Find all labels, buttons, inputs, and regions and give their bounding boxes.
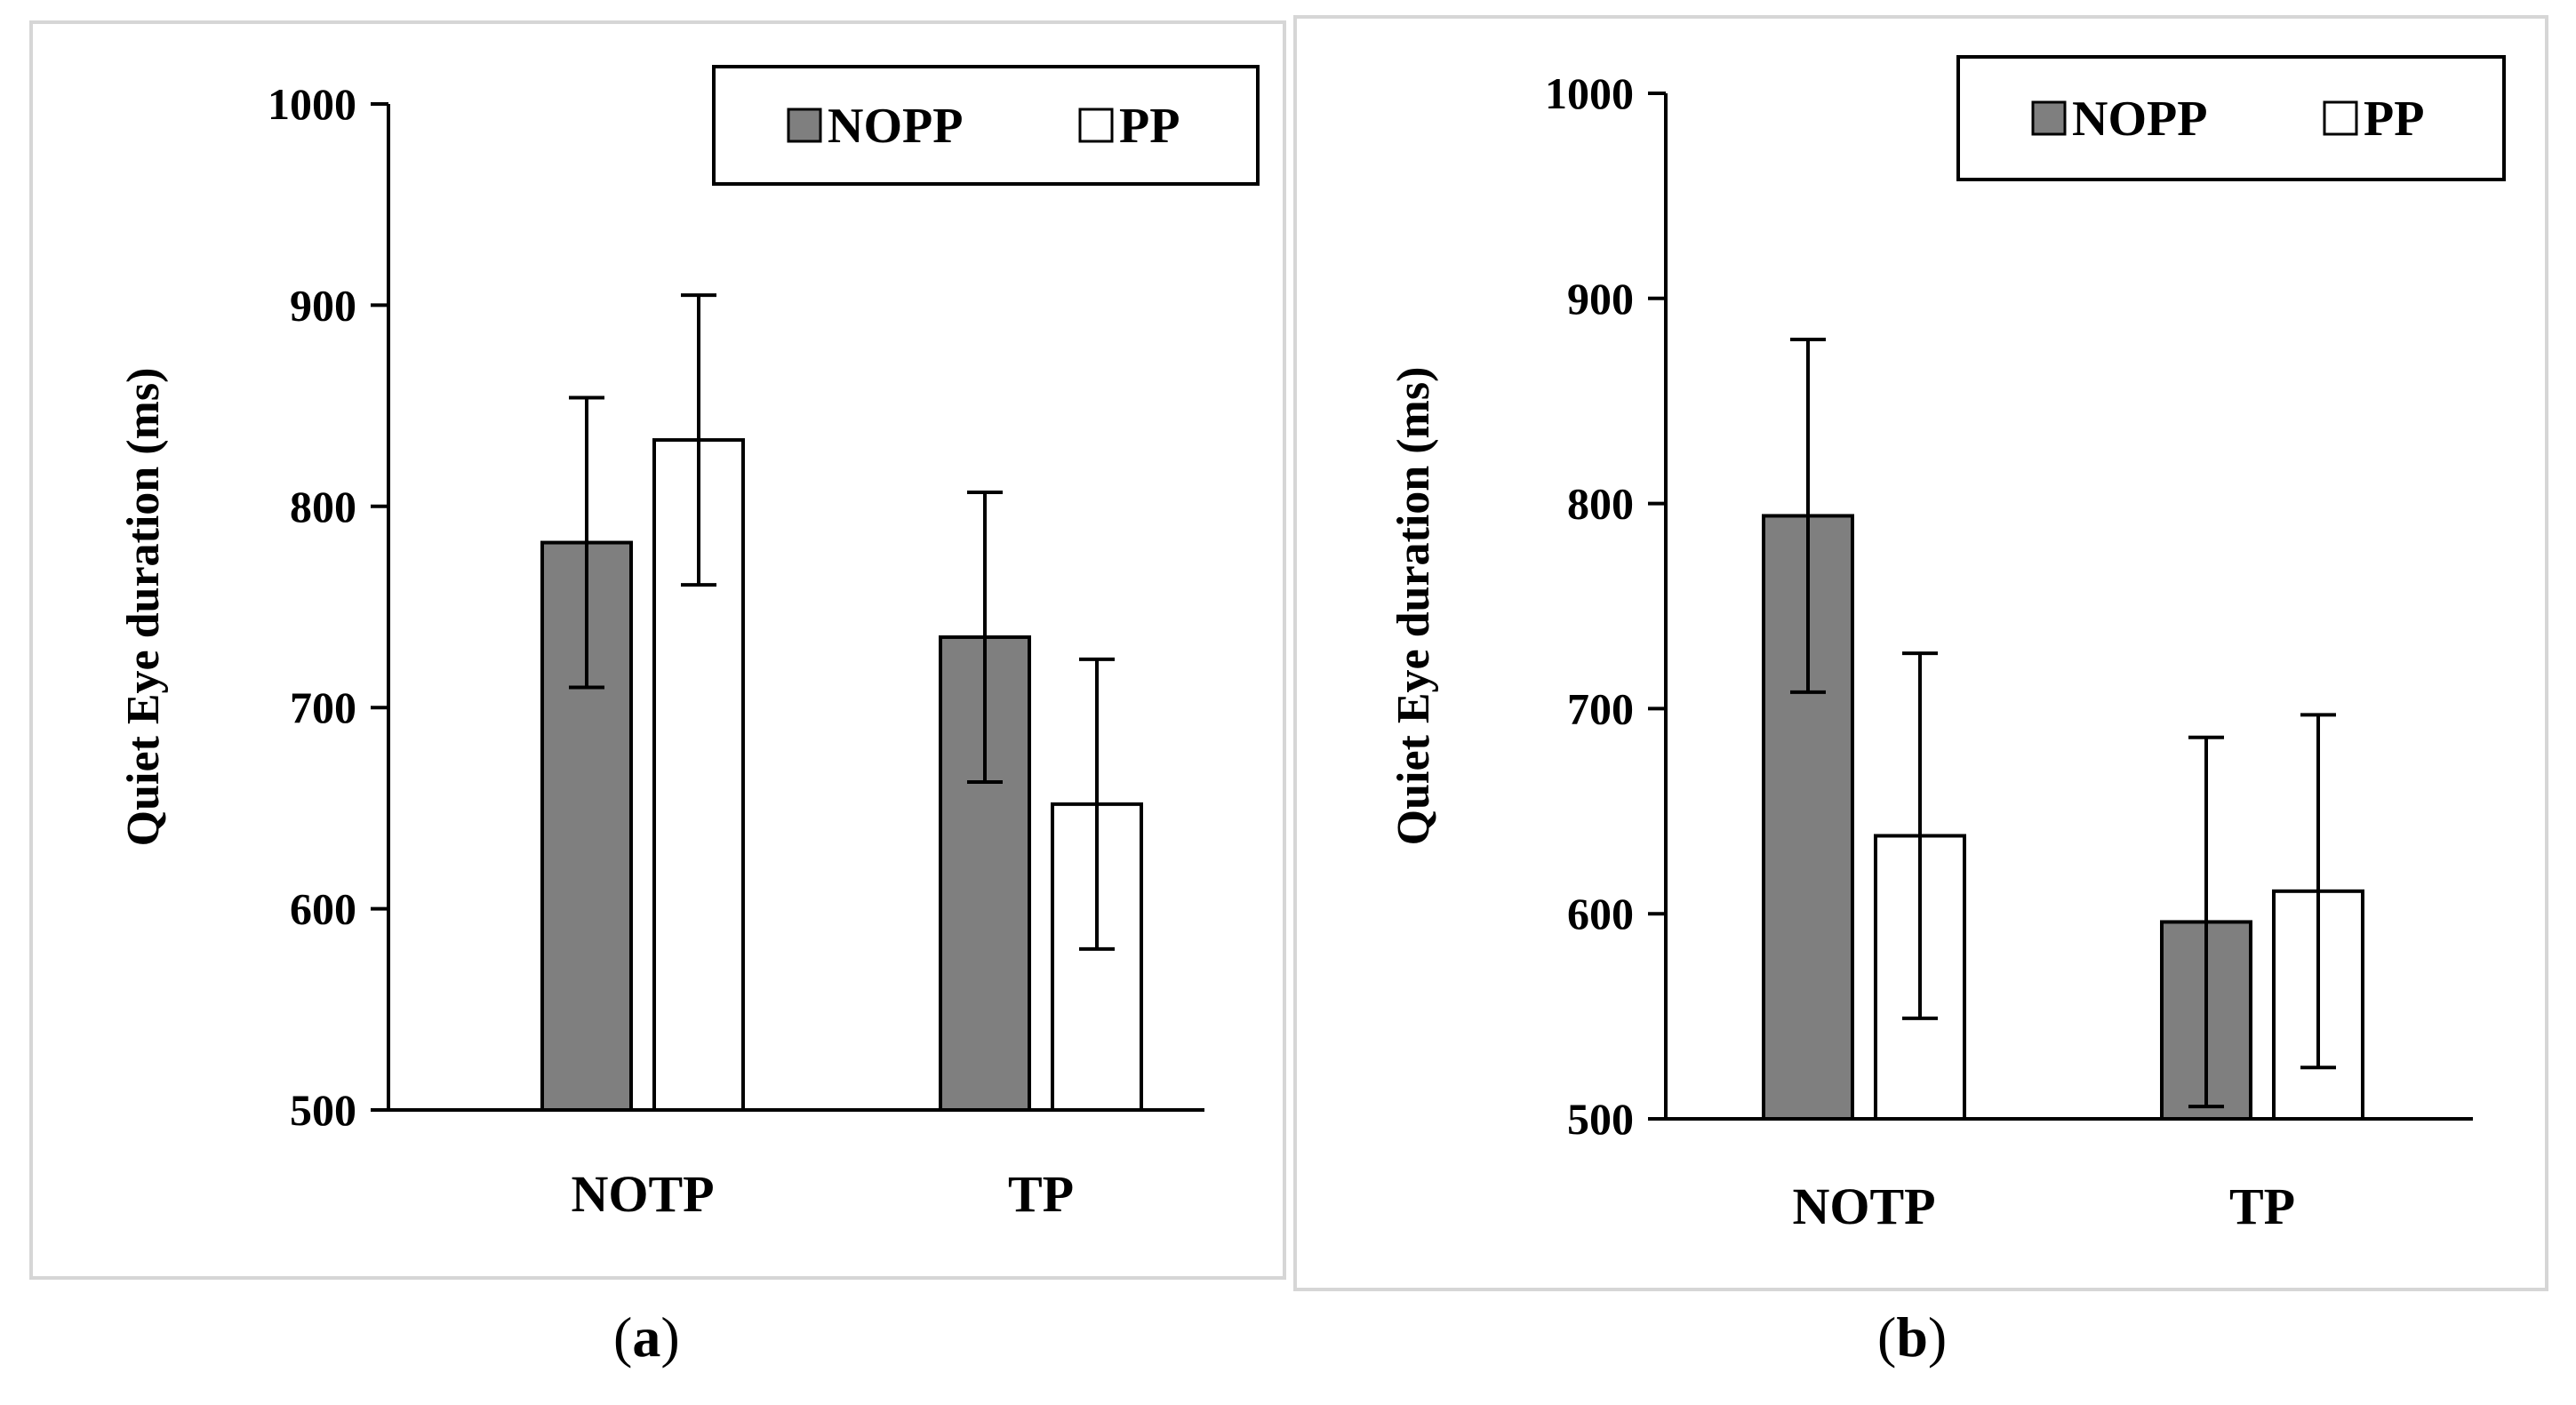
legend-label-pp: PP — [1119, 99, 1180, 154]
x-category-label: NOTP — [1792, 1177, 1935, 1235]
chart-b: 500 600 700 800 900 1000 Quiet Eye duration (m… — [1388, 55, 2506, 1235]
legend-label-nopp: NOPP — [828, 99, 963, 154]
y-tick-label: 800 — [290, 482, 356, 531]
x-category-label: NOTP — [571, 1165, 714, 1223]
caption-a-open: ( — [613, 1305, 633, 1369]
y-axis-title: Quiet Eye duration (ms) — [1388, 367, 1439, 846]
caption-a-close: ) — [660, 1305, 680, 1369]
caption-b: (b) — [1877, 1305, 1947, 1370]
y-axis-title: Quiet Eye duration (ms) — [118, 368, 169, 847]
y-tick-label: 700 — [1567, 683, 1634, 733]
y-tick-label: 500 — [1567, 1094, 1634, 1144]
y-tick-label: 600 — [1567, 889, 1634, 938]
caption-b-letter: b — [1896, 1305, 1928, 1369]
y-tick-label: 500 — [290, 1085, 356, 1135]
caption-b-close: ) — [1927, 1305, 1948, 1369]
caption-b-open: ( — [1877, 1305, 1897, 1369]
y-tick-label: 800 — [1567, 479, 1634, 529]
legend-label-pp: PP — [2364, 92, 2424, 147]
chart-a: 500 600 700 800 900 1000 Quiet Eye duration (m… — [118, 65, 1260, 1223]
x-category-label: TP — [1008, 1165, 1074, 1223]
y-tick-label: 1000 — [1545, 68, 1634, 118]
caption-a: (a) — [613, 1305, 680, 1370]
legend-swatch-pp — [2323, 100, 2358, 136]
y-tick-label: 900 — [290, 280, 356, 330]
y-tick-label: 900 — [1567, 274, 1634, 323]
x-category-label: TP — [2229, 1177, 2295, 1235]
legend-swatch-pp — [1078, 108, 1114, 143]
legend-swatch-nopp — [787, 108, 822, 143]
y-tick-label: 1000 — [268, 79, 356, 129]
caption-a-letter: a — [632, 1305, 661, 1369]
y-tick-label: 700 — [290, 683, 356, 732]
legend-label-nopp: NOPP — [2072, 92, 2207, 147]
legend-swatch-nopp — [2031, 100, 2067, 136]
y-tick-label: 600 — [290, 884, 356, 934]
